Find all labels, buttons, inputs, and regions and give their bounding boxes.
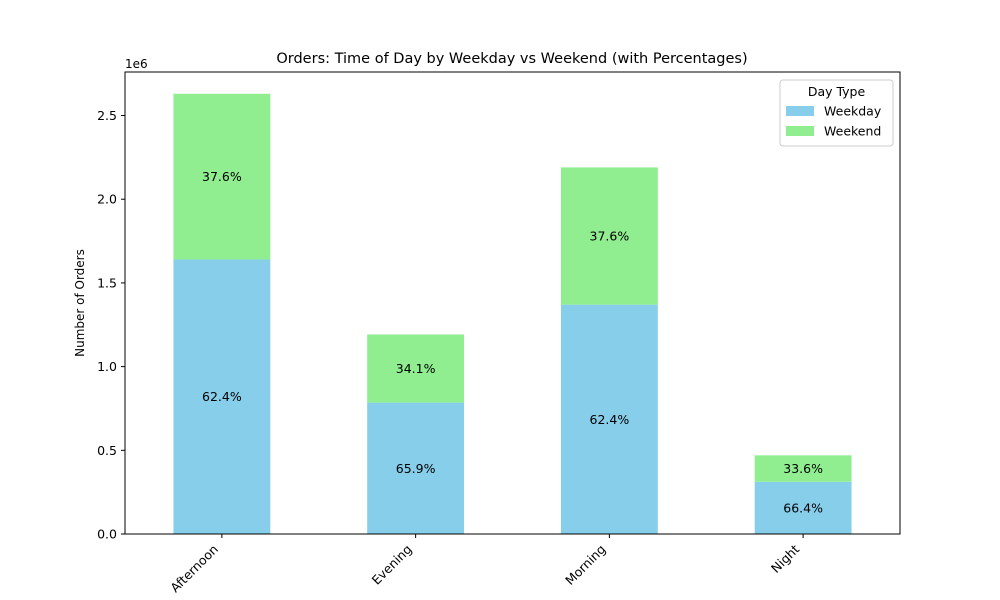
bar-weekend-morning [560, 167, 658, 305]
x-tick-label-evening: Evening [369, 542, 415, 588]
y-tick-label: 0.5 [97, 443, 117, 458]
data-label-weekend-afternoon: 37.6% [202, 169, 242, 184]
legend-label-weekend: Weekend [824, 124, 881, 139]
legend-swatch-weekend [786, 126, 814, 136]
y-tick-label: 1.5 [97, 275, 117, 290]
legend-label-weekday: Weekday [824, 104, 882, 119]
bar-weekday-morning [560, 304, 658, 534]
x-tick-label-afternoon: Afternoon [167, 542, 221, 596]
bar-weekday-night [754, 481, 852, 534]
x-tick-label-night: Night [768, 541, 802, 575]
legend-swatch-weekday [786, 106, 814, 116]
bar-weekend-evening [367, 334, 465, 403]
bar-weekend-afternoon [173, 93, 271, 260]
bars-layer [173, 93, 852, 534]
bar-weekday-evening [367, 402, 465, 534]
data-label-weekday-evening: 65.9% [396, 461, 436, 476]
bar-weekday-afternoon [173, 259, 271, 534]
data-label-weekend-morning: 37.6% [590, 229, 630, 244]
data-label-weekend-night: 33.6% [783, 461, 823, 476]
legend-title: Day Type [808, 84, 866, 99]
data-label-weekday-morning: 62.4% [590, 412, 630, 427]
x-axis: Afternoon Evening Morning Night [167, 534, 804, 596]
bar-weekend-night [754, 455, 852, 482]
y-tick-label: 2.5 [97, 108, 117, 123]
bar-labels-layer: 62.4% 37.6% 65.9% 34.1% 62.4% 37.6% 66.4% 33.6% [202, 169, 823, 515]
plot-frame [124, 71, 901, 535]
chart-title: Orders: Time of Day by Weekday vs Weeken… [276, 51, 747, 67]
data-label-weekend-evening: 34.1% [396, 361, 436, 376]
data-label-weekday-night: 66.4% [783, 500, 823, 515]
y-tick-label: 1.0 [97, 359, 117, 374]
y-axis-offset-text: 1e6 [125, 57, 148, 71]
legend: Day Type Weekday Weekend [779, 79, 894, 147]
y-axis-label: Number of Orders [73, 249, 87, 357]
y-axis: 0.0 0.5 1.0 1.5 2.0 2.5 [97, 108, 125, 542]
y-tick-label: 0.0 [97, 527, 117, 542]
data-label-weekday-afternoon: 62.4% [202, 389, 242, 404]
x-tick-label-morning: Morning [562, 542, 608, 588]
y-tick-label: 2.0 [97, 192, 117, 207]
